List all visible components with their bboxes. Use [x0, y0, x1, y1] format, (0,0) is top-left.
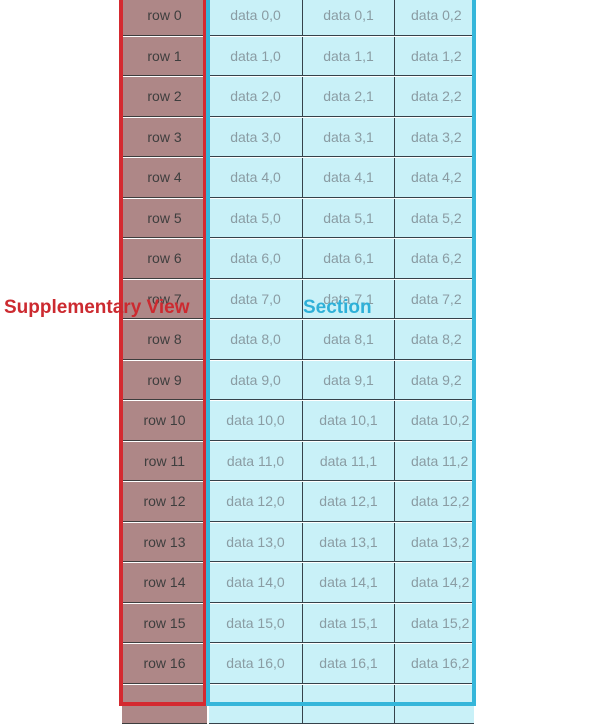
- row-header-cell: row 2: [122, 77, 207, 117]
- row-header-cell: row 9: [122, 361, 207, 401]
- row-header-cell: row 12: [122, 482, 207, 522]
- data-cell: data 15,0: [209, 604, 303, 644]
- data-cell: data 2,1: [303, 77, 395, 117]
- data-cell: data 13,1: [303, 523, 395, 563]
- data-cell: data 8,1: [303, 320, 395, 360]
- data-cell: data 10,0: [209, 401, 303, 441]
- data-cell: [209, 685, 303, 725]
- data-cell: data 12,1: [303, 482, 395, 522]
- data-cell: data 0,1: [303, 0, 395, 36]
- row-header-cell: [122, 685, 207, 725]
- row-header-cell: row 5: [122, 199, 207, 239]
- row-header-cell: row 13: [122, 523, 207, 563]
- data-cell: data 4,1: [303, 158, 395, 198]
- data-cell: data 5,0: [209, 199, 303, 239]
- row-header-cell: row 16: [122, 644, 207, 684]
- row-header-cell: row 6: [122, 239, 207, 279]
- data-cell: [303, 685, 395, 725]
- data-cell: data 7,0: [209, 280, 303, 320]
- data-cell: data 9,0: [209, 361, 303, 401]
- table-row: [122, 685, 474, 725]
- data-cell: data 9,2: [395, 361, 474, 401]
- data-cell: data 10,1: [303, 401, 395, 441]
- data-cell: data 16,2: [395, 644, 474, 684]
- data-cell: data 8,2: [395, 320, 474, 360]
- data-cell: data 3,0: [209, 118, 303, 158]
- data-cell: data 13,2: [395, 523, 474, 563]
- row-header-cell: row 11: [122, 442, 207, 482]
- data-cell: data 3,1: [303, 118, 395, 158]
- data-cell: data 11,2: [395, 442, 474, 482]
- data-cell: data 5,2: [395, 199, 474, 239]
- row-header-cell: row 8: [122, 320, 207, 360]
- row-header-cell: row 1: [122, 37, 207, 77]
- data-cell: data 0,2: [395, 0, 474, 36]
- data-cell: data 15,1: [303, 604, 395, 644]
- data-cell: data 6,1: [303, 239, 395, 279]
- data-cell: data 7,2: [395, 280, 474, 320]
- data-cell: [395, 685, 474, 725]
- data-cell: data 15,2: [395, 604, 474, 644]
- row-header-cell: row 15: [122, 604, 207, 644]
- data-cell: data 13,0: [209, 523, 303, 563]
- data-cell: data 14,1: [303, 563, 395, 603]
- data-cell: data 11,0: [209, 442, 303, 482]
- data-cell: data 9,1: [303, 361, 395, 401]
- row-header-cell: row 3: [122, 118, 207, 158]
- data-cell: data 6,0: [209, 239, 303, 279]
- data-cell: data 3,2: [395, 118, 474, 158]
- row-header-cell: row 10: [122, 401, 207, 441]
- data-cell: data 1,1: [303, 37, 395, 77]
- data-cell: data 0,0: [209, 0, 303, 36]
- data-cell: data 2,2: [395, 77, 474, 117]
- supplementary-view-label: Supplementary View: [4, 297, 190, 319]
- data-cell: data 14,2: [395, 563, 474, 603]
- row-header-cell: row 14: [122, 563, 207, 603]
- data-cell: data 12,2: [395, 482, 474, 522]
- data-cell: data 6,2: [395, 239, 474, 279]
- data-cell: data 8,0: [209, 320, 303, 360]
- data-cell: data 5,1: [303, 199, 395, 239]
- data-cell: data 4,2: [395, 158, 474, 198]
- data-cell: data 2,0: [209, 77, 303, 117]
- data-cell: data 10,2: [395, 401, 474, 441]
- data-cell: data 12,0: [209, 482, 303, 522]
- data-cell: data 11,1: [303, 442, 395, 482]
- data-cell: data 14,0: [209, 563, 303, 603]
- data-cell: data 4,0: [209, 158, 303, 198]
- data-cell: data 16,0: [209, 644, 303, 684]
- data-cell: data 1,2: [395, 37, 474, 77]
- data-cell: data 1,0: [209, 37, 303, 77]
- row-header-cell: row 0: [122, 0, 207, 36]
- data-cell: data 16,1: [303, 644, 395, 684]
- row-header-cell: row 4: [122, 158, 207, 198]
- section-label: Section: [303, 297, 372, 319]
